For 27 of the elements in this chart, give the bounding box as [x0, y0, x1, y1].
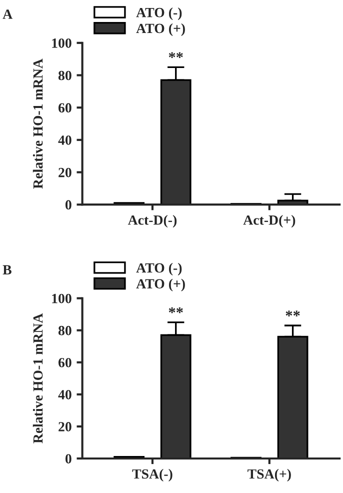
y-axis-title: Relative HO-1 mRNA	[32, 313, 43, 444]
y-tick-label: 60	[58, 103, 72, 113]
y-tick-label: 0	[65, 200, 72, 210]
y-tick-label: 100	[52, 38, 72, 48]
annotation: **	[168, 52, 183, 58]
annotation: **	[168, 307, 183, 314]
legend-label: ATO (-)	[136, 7, 182, 20]
x-tick-label: TSA(-)	[132, 468, 172, 482]
y-tick-label: 80	[58, 326, 72, 336]
y-tick-label: 40	[58, 390, 72, 400]
y-tick-label: 0	[65, 454, 72, 464]
x-tick-label: TSA(+)	[248, 468, 291, 482]
legend-label: ATO (-)	[136, 262, 182, 276]
y-tick-label: 80	[58, 70, 72, 80]
y-tick-label: 100	[52, 294, 72, 304]
chart-title: A	[2, 10, 12, 19]
y-tick-label: 20	[58, 168, 72, 178]
y-axis-title: Relative HO-1 mRNA	[32, 58, 43, 189]
legend-label: ATO (+)	[136, 23, 185, 36]
y-tick-label: 20	[58, 422, 72, 432]
y-tick-label: 40	[58, 135, 72, 145]
x-tick-label: Act-D(-)	[128, 215, 177, 228]
legend-label: ATO (+)	[136, 278, 185, 292]
chart-title: B	[2, 265, 12, 274]
x-tick-label: Act-D(+)	[243, 215, 296, 228]
y-tick-label: 60	[58, 358, 72, 368]
annotation: **	[286, 310, 300, 316]
